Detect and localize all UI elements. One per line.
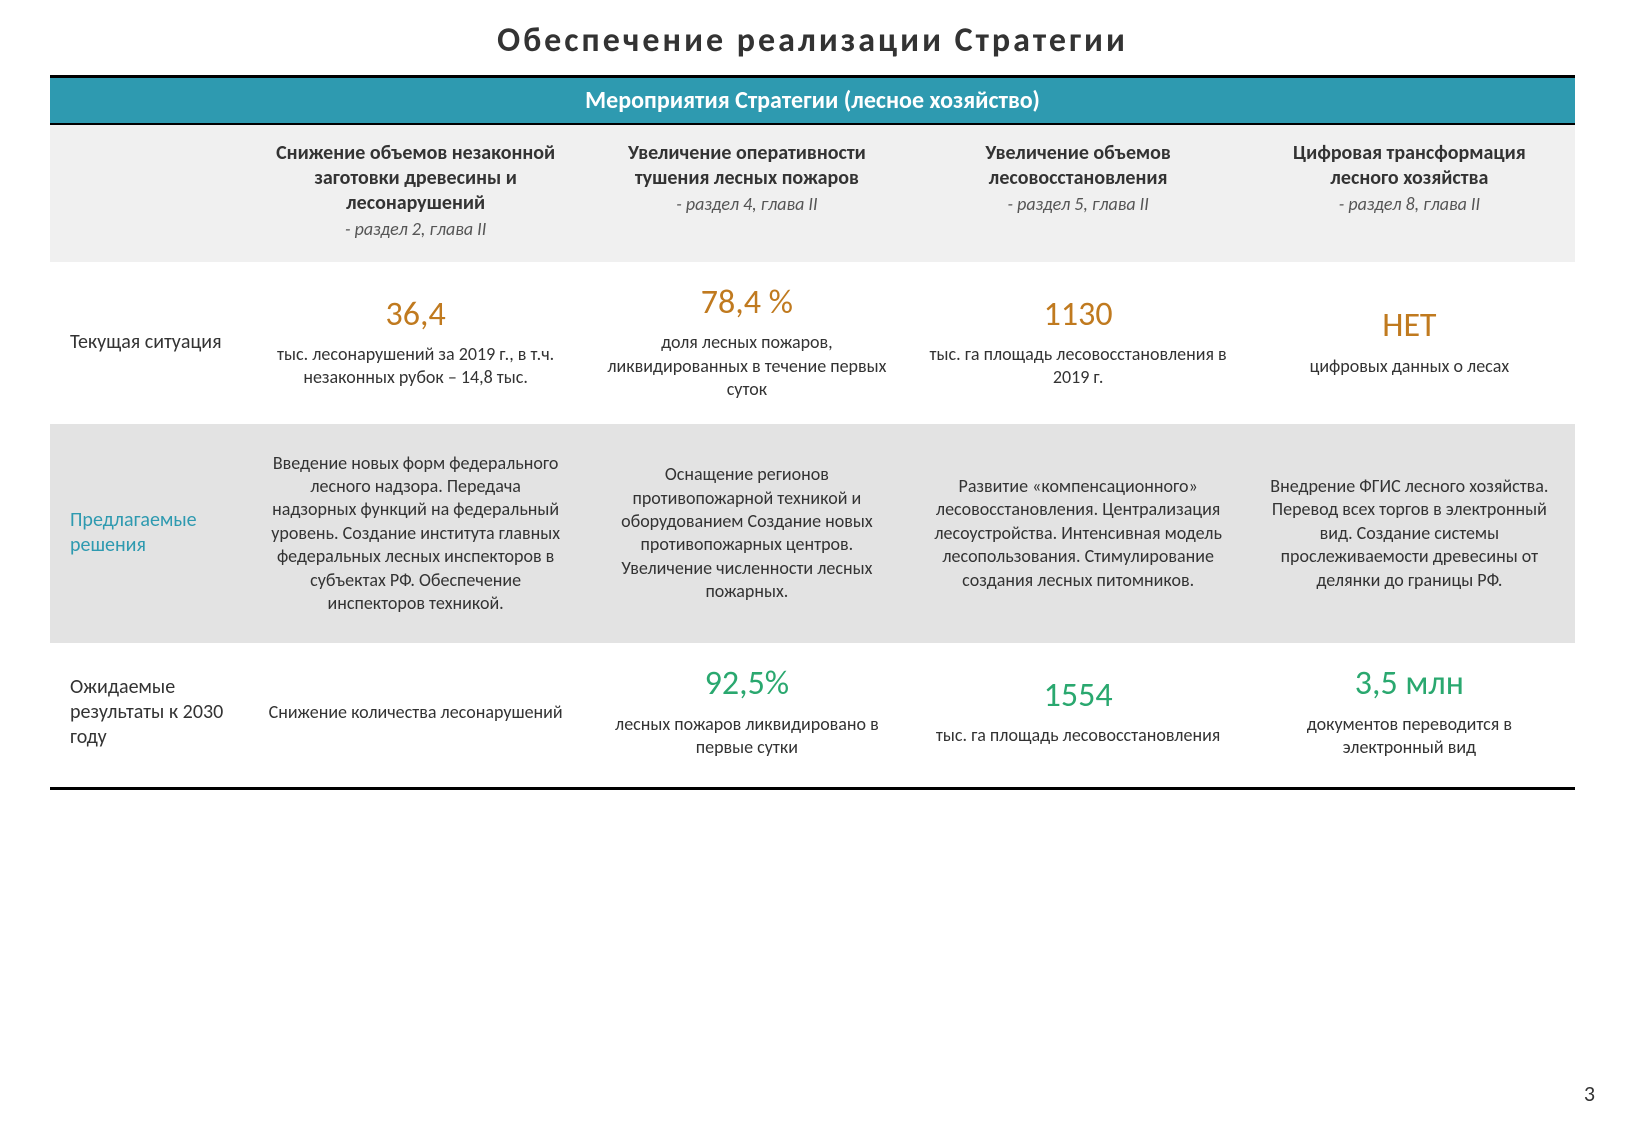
row-current: Текущая ситуация 36,4 тыс. лесонарушений… [50, 262, 1575, 424]
col-title: Увеличение оперативности тушения лесных … [595, 141, 898, 191]
big-value: 3,5 млн [1258, 665, 1561, 702]
col-title: Цифровая трансформация лесного хозяйства [1258, 141, 1561, 191]
cell-current-3: 1130 тыс. га площадь лесовосстановления … [913, 262, 1244, 424]
value-desc: Введение новых форм федерального лесного… [268, 452, 563, 616]
banner: Мероприятия Стратегии (лесное хозяйство) [50, 78, 1575, 123]
rule-bottom [50, 787, 1575, 790]
cell-current-1: 36,4 тыс. лесонарушений за 2019 г., в т.… [250, 262, 581, 424]
col-sub: - раздел 2, глава II [264, 218, 567, 240]
col-header-4: Цифровая трансформация лесного хозяйства… [1244, 125, 1575, 262]
value-desc: тыс. га площадь лесовосстановления [927, 724, 1230, 747]
slide: Обеспечение реализации Стратегии Меропри… [0, 0, 1625, 790]
value-desc: лесных пожаров ликвидировано в первые су… [595, 713, 898, 760]
col-sub: - раздел 4, глава II [595, 193, 898, 215]
page-number: 3 [1584, 1080, 1595, 1107]
cell-sol-3: Развитие «компенсационного» лесовосстано… [913, 424, 1244, 644]
big-value: 78,4 % [595, 284, 898, 321]
col-header-3: Увеличение объемов лесовосстановления - … [913, 125, 1244, 262]
cell-current-2: 78,4 % доля лесных пожаров, ликвидирован… [581, 262, 912, 424]
big-value: 36,4 [264, 296, 567, 333]
value-desc: Развитие «компенсационного» лесовосстано… [931, 475, 1226, 592]
big-value: 1130 [927, 296, 1230, 333]
value-desc: цифровых данных о лесах [1258, 355, 1561, 378]
cell-sol-1: Введение новых форм федерального лесного… [250, 424, 581, 644]
table-header-row: Снижение объемов незаконной заготовки др… [50, 125, 1575, 262]
row-solutions: Предлагаемые решения Введение новых форм… [50, 424, 1575, 644]
strategy-table: Снижение объемов незаконной заготовки др… [50, 125, 1575, 781]
cell-res-1: Снижение количества лесонарушений [250, 643, 581, 781]
row-results: Ожидаемые результаты к 2030 году Снижени… [50, 643, 1575, 781]
value-desc: тыс. лесонарушений за 2019 г., в т.ч. не… [264, 343, 567, 390]
big-value: 92,5% [595, 665, 898, 702]
cell-sol-2: Оснащение регионов противопожарной техни… [581, 424, 912, 644]
header-empty [50, 125, 250, 262]
big-value: 1554 [927, 677, 1230, 714]
col-sub: - раздел 8, глава II [1258, 193, 1561, 215]
col-sub: - раздел 5, глава II [927, 193, 1230, 215]
value-desc: доля лесных пожаров, ликвидированных в т… [595, 331, 898, 401]
rowlabel-current: Текущая ситуация [50, 262, 250, 424]
value-desc: Оснащение регионов противопожарной техни… [599, 463, 894, 603]
big-value: НЕТ [1258, 307, 1561, 344]
rowlabel-results: Ожидаемые результаты к 2030 году [50, 643, 250, 781]
value-desc: Снижение количества лесонарушений [264, 701, 567, 724]
value-desc: тыс. га площадь лесовосстановления в 201… [927, 343, 1230, 390]
cell-sol-4: Внедрение ФГИС лесного хозяйства. Перево… [1244, 424, 1575, 644]
value-desc: Внедрение ФГИС лесного хозяйства. Перево… [1262, 475, 1557, 592]
col-header-2: Увеличение оперативности тушения лесных … [581, 125, 912, 262]
value-desc: документов переводится в электронный вид [1258, 713, 1561, 760]
rowlabel-solutions: Предлагаемые решения [50, 424, 250, 644]
cell-current-4: НЕТ цифровых данных о лесах [1244, 262, 1575, 424]
col-title: Увеличение объемов лесовосстановления [927, 141, 1230, 191]
slide-title: Обеспечение реализации Стратегии [50, 20, 1575, 61]
cell-res-3: 1554 тыс. га площадь лесовосстановления [913, 643, 1244, 781]
cell-res-2: 92,5% лесных пожаров ликвидировано в пер… [581, 643, 912, 781]
col-header-1: Снижение объемов незаконной заготовки др… [250, 125, 581, 262]
cell-res-4: 3,5 млн документов переводится в электро… [1244, 643, 1575, 781]
col-title: Снижение объемов незаконной заготовки др… [264, 141, 567, 216]
